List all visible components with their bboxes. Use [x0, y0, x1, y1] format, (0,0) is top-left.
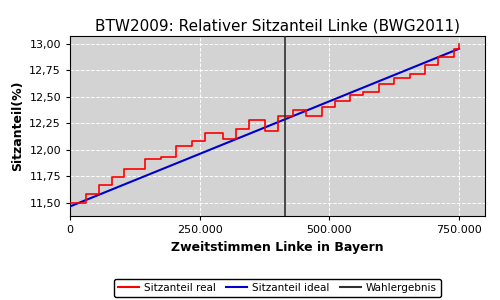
Title: BTW2009: Relativer Sitzanteil Linke (BWG2011): BTW2009: Relativer Sitzanteil Linke (BWG… [95, 18, 460, 33]
X-axis label: Zweitstimmen Linke in Bayern: Zweitstimmen Linke in Bayern [171, 241, 384, 254]
Y-axis label: Sitzanteil(%): Sitzanteil(%) [10, 81, 24, 171]
Legend: Sitzanteil real, Sitzanteil ideal, Wahlergebnis: Sitzanteil real, Sitzanteil ideal, Wahle… [114, 279, 442, 297]
